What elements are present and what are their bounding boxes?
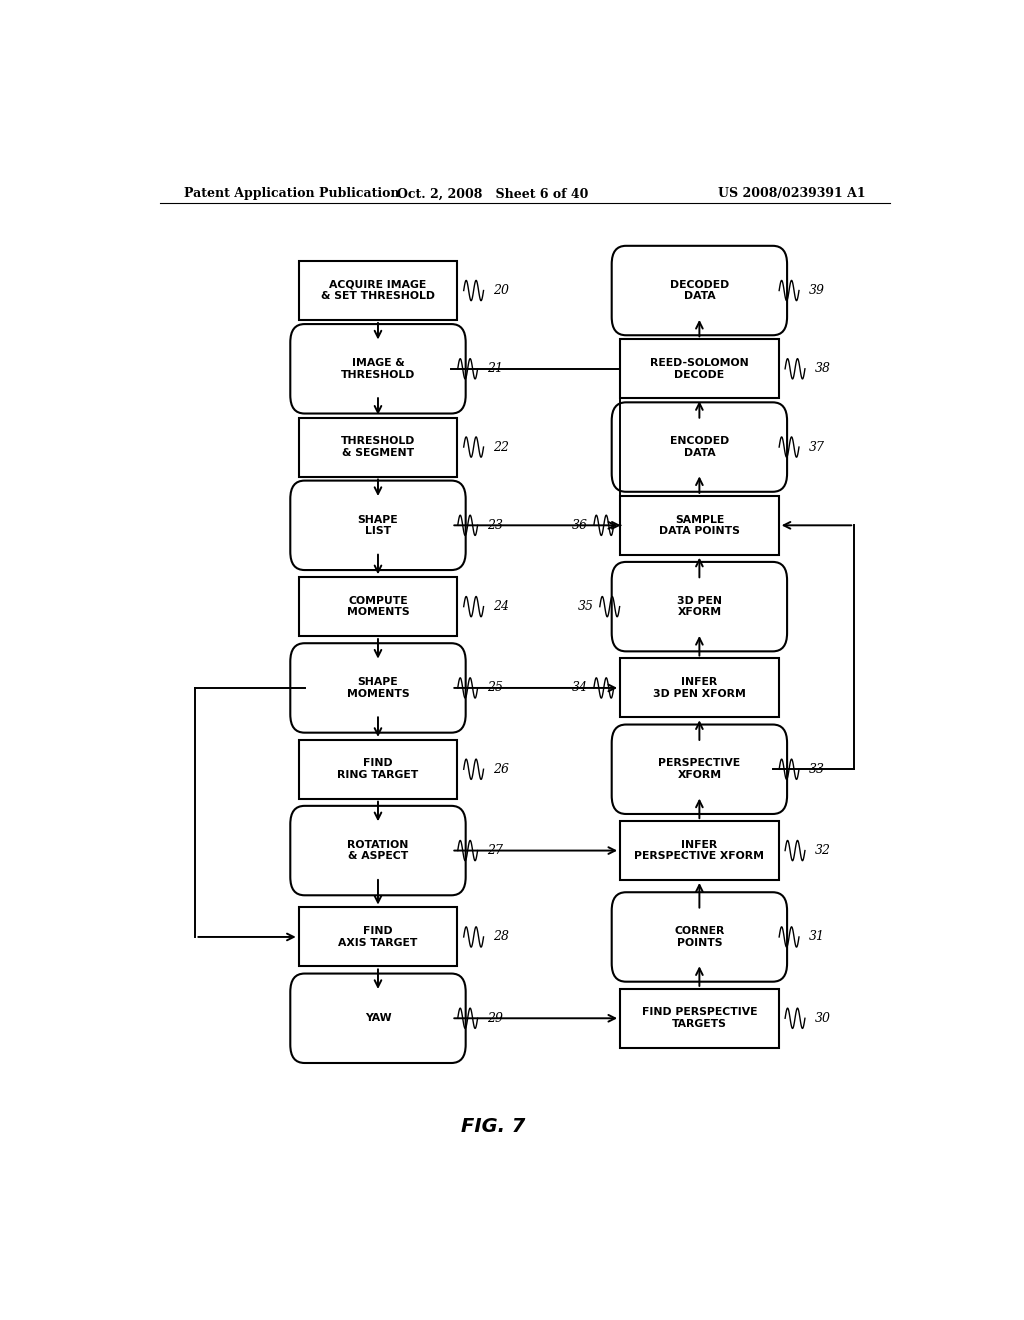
Text: 34: 34 <box>571 681 588 694</box>
Text: 20: 20 <box>494 284 509 297</box>
FancyBboxPatch shape <box>620 339 779 399</box>
FancyBboxPatch shape <box>299 261 458 319</box>
FancyBboxPatch shape <box>290 974 466 1063</box>
FancyBboxPatch shape <box>620 821 779 880</box>
FancyBboxPatch shape <box>620 659 779 718</box>
Text: DECODED
DATA: DECODED DATA <box>670 280 729 301</box>
FancyBboxPatch shape <box>611 725 787 814</box>
Text: 30: 30 <box>814 1011 830 1024</box>
Text: 31: 31 <box>809 931 824 944</box>
Text: 36: 36 <box>571 519 588 532</box>
Text: 37: 37 <box>809 441 824 454</box>
Text: 24: 24 <box>494 601 509 612</box>
Text: SHAPE
LIST: SHAPE LIST <box>357 515 398 536</box>
FancyBboxPatch shape <box>299 907 458 966</box>
Text: 38: 38 <box>814 362 830 375</box>
Text: 26: 26 <box>494 763 509 776</box>
FancyBboxPatch shape <box>299 577 458 636</box>
Text: 35: 35 <box>578 601 594 612</box>
Text: 27: 27 <box>487 843 503 857</box>
FancyBboxPatch shape <box>290 325 466 413</box>
Text: Patent Application Publication: Patent Application Publication <box>183 187 399 201</box>
Text: FIND
RING TARGET: FIND RING TARGET <box>337 759 419 780</box>
Text: PERSPECTIVE
XFORM: PERSPECTIVE XFORM <box>658 759 740 780</box>
Text: ACQUIRE IMAGE
& SET THRESHOLD: ACQUIRE IMAGE & SET THRESHOLD <box>321 280 435 301</box>
FancyBboxPatch shape <box>611 246 787 335</box>
Text: THRESHOLD
& SEGMENT: THRESHOLD & SEGMENT <box>341 436 415 458</box>
FancyBboxPatch shape <box>290 480 466 570</box>
Text: COMPUTE
MOMENTS: COMPUTE MOMENTS <box>347 595 410 618</box>
FancyBboxPatch shape <box>611 403 787 492</box>
Text: 28: 28 <box>494 931 509 944</box>
Text: INFER
PERSPECTIVE XFORM: INFER PERSPECTIVE XFORM <box>635 840 764 862</box>
Text: FIND PERSPECTIVE
TARGETS: FIND PERSPECTIVE TARGETS <box>642 1007 757 1030</box>
Text: SHAPE
MOMENTS: SHAPE MOMENTS <box>347 677 410 698</box>
Text: 21: 21 <box>487 362 503 375</box>
Text: 25: 25 <box>487 681 503 694</box>
FancyBboxPatch shape <box>620 989 779 1048</box>
Text: SAMPLE
DATA POINTS: SAMPLE DATA POINTS <box>659 515 739 536</box>
Text: FIND
AXIS TARGET: FIND AXIS TARGET <box>338 927 418 948</box>
FancyBboxPatch shape <box>299 417 458 477</box>
FancyBboxPatch shape <box>611 892 787 982</box>
Text: ENCODED
DATA: ENCODED DATA <box>670 436 729 458</box>
FancyBboxPatch shape <box>611 562 787 651</box>
Text: 39: 39 <box>809 284 824 297</box>
Text: FIG. 7: FIG. 7 <box>461 1117 525 1135</box>
FancyBboxPatch shape <box>299 739 458 799</box>
Text: ROTATION
& ASPECT: ROTATION & ASPECT <box>347 840 409 862</box>
Text: 3D PEN
XFORM: 3D PEN XFORM <box>677 595 722 618</box>
Text: 23: 23 <box>487 519 503 532</box>
Text: 22: 22 <box>494 441 509 454</box>
Text: INFER
3D PEN XFORM: INFER 3D PEN XFORM <box>653 677 745 698</box>
Text: CORNER
POINTS: CORNER POINTS <box>674 927 725 948</box>
Text: 29: 29 <box>487 1011 503 1024</box>
Text: 33: 33 <box>809 763 824 776</box>
Text: Oct. 2, 2008   Sheet 6 of 40: Oct. 2, 2008 Sheet 6 of 40 <box>397 187 589 201</box>
FancyBboxPatch shape <box>620 496 779 554</box>
FancyBboxPatch shape <box>290 805 466 895</box>
Text: US 2008/0239391 A1: US 2008/0239391 A1 <box>719 187 866 201</box>
Text: YAW: YAW <box>365 1014 391 1023</box>
Text: REED-SOLOMON
DECODE: REED-SOLOMON DECODE <box>650 358 749 380</box>
Text: IMAGE &
THRESHOLD: IMAGE & THRESHOLD <box>341 358 415 380</box>
Text: 32: 32 <box>814 843 830 857</box>
FancyBboxPatch shape <box>290 643 466 733</box>
